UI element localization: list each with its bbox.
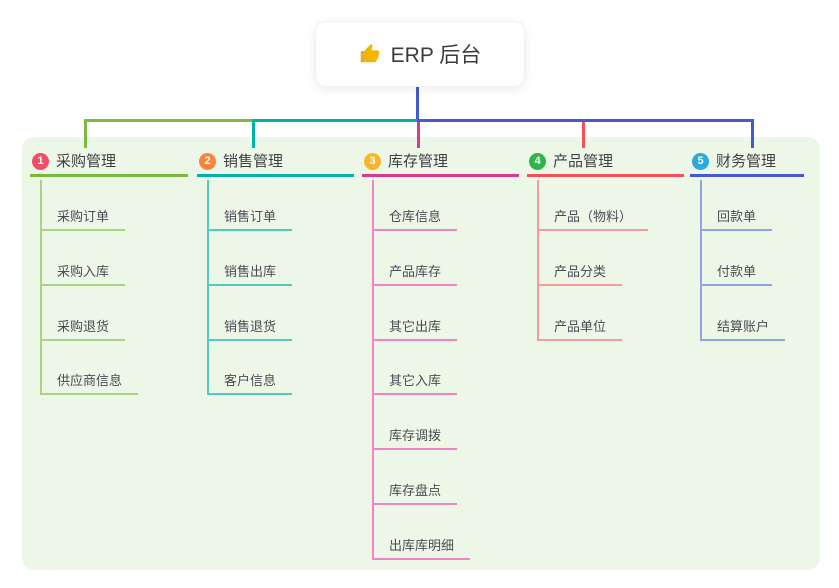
branches-background-panel (22, 137, 820, 570)
branch-node-4[interactable]: 4 产品管理 (527, 148, 684, 177)
child-node[interactable]: 出库库明细 (372, 533, 471, 560)
child-node[interactable]: 产品单位 (537, 314, 623, 341)
branch-number-badge: 5 (692, 152, 709, 170)
branch-label: 财务管理 (716, 152, 777, 170)
branch-drop-line (751, 119, 754, 148)
child-node[interactable]: 库存盘点 (372, 478, 458, 505)
child-connector-vline (372, 180, 374, 560)
root-node-label: ERP 后台 (390, 44, 482, 67)
child-node[interactable]: 采购订单 (40, 204, 126, 231)
branch-number-badge: 3 (364, 152, 381, 170)
branch-drop-line (582, 122, 585, 148)
branch-drop-line (84, 119, 87, 148)
child-connector-vline (40, 180, 42, 396)
branch-label: 销售管理 (223, 152, 284, 170)
child-node[interactable]: 产品（物料） (537, 204, 649, 231)
branch-label: 库存管理 (388, 152, 449, 170)
branch-label: 产品管理 (553, 152, 614, 170)
child-node[interactable]: 库存调拨 (372, 423, 458, 450)
child-node[interactable]: 其它出库 (372, 314, 458, 341)
child-node[interactable]: 销售出库 (207, 259, 293, 286)
thumbs-up-icon (359, 43, 381, 65)
child-node[interactable]: 其它入库 (372, 368, 458, 395)
child-node[interactable]: 采购入库 (40, 259, 126, 286)
branch-node-3[interactable]: 3 库存管理 (362, 148, 519, 177)
top-connector-segment-left (84, 119, 255, 122)
child-node[interactable]: 供应商信息 (40, 368, 139, 395)
child-connector-vline (207, 180, 209, 396)
child-node[interactable]: 销售退货 (207, 314, 293, 341)
child-connector-vline (537, 180, 539, 341)
child-node[interactable]: 产品库存 (372, 259, 458, 286)
child-node[interactable]: 采购退货 (40, 314, 126, 341)
branch-label: 采购管理 (56, 152, 117, 170)
branch-number-badge: 2 (199, 152, 216, 170)
child-node[interactable]: 仓库信息 (372, 204, 458, 231)
child-node[interactable]: 回款单 (700, 204, 773, 231)
root-connector-line (416, 85, 419, 122)
top-connector-segment-right (417, 119, 754, 122)
child-node[interactable]: 结算账户 (700, 314, 786, 341)
branch-number-badge: 1 (32, 152, 49, 170)
branch-drop-line (252, 119, 255, 148)
branch-number-badge: 4 (529, 152, 546, 170)
child-node[interactable]: 产品分类 (537, 259, 623, 286)
child-node[interactable]: 销售订单 (207, 204, 293, 231)
branch-node-1[interactable]: 1 采购管理 (30, 148, 188, 177)
top-connector-segment-middle (252, 119, 420, 122)
child-node[interactable]: 客户信息 (207, 368, 293, 395)
branch-node-5[interactable]: 5 财务管理 (690, 148, 804, 177)
branch-node-2[interactable]: 2 销售管理 (197, 148, 354, 177)
child-node[interactable]: 付款单 (700, 259, 773, 286)
branch-drop-line (417, 122, 420, 148)
root-node[interactable]: ERP 后台 (315, 21, 525, 87)
child-connector-vline (700, 180, 702, 341)
